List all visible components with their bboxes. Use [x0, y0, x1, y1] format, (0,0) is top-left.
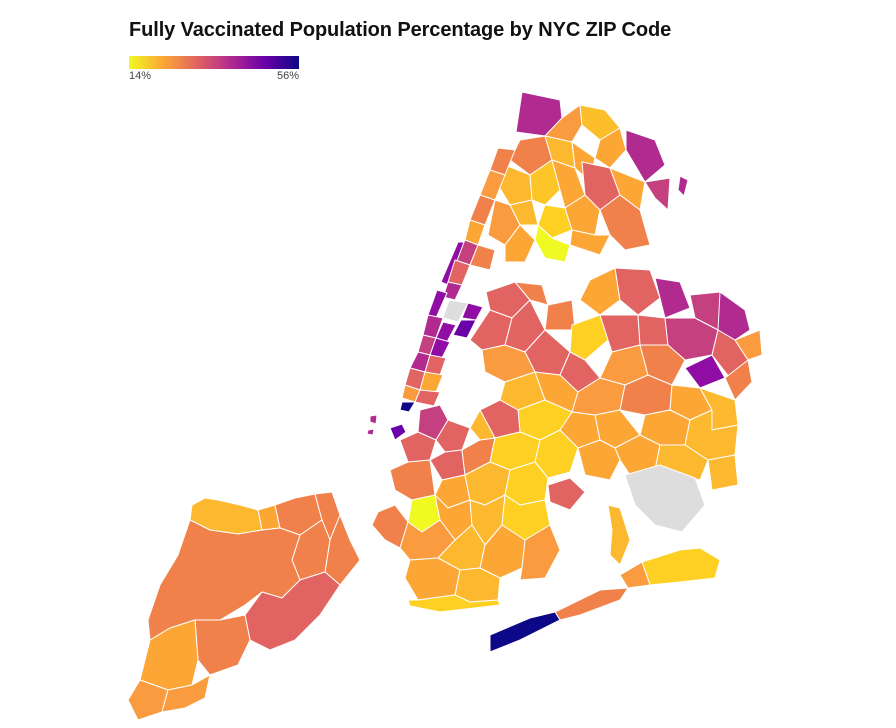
zip-area[interactable]: [644, 177, 671, 211]
zip-area[interactable]: [489, 611, 561, 653]
zip-area[interactable]: [399, 401, 416, 413]
brooklyn-borough: [371, 404, 586, 613]
zip-area[interactable]: [614, 267, 661, 316]
zip-area[interactable]: [389, 459, 436, 501]
zip-area[interactable]: [607, 504, 631, 566]
zip-area[interactable]: [414, 389, 441, 407]
zip-area[interactable]: [369, 414, 378, 425]
legend-labels: 14% 56%: [129, 69, 299, 83]
zip-area[interactable]: [194, 614, 251, 676]
zip-area[interactable]: [577, 439, 621, 481]
zip-area[interactable]: [569, 229, 611, 256]
zip-area[interactable]: [469, 244, 496, 271]
zip-area[interactable]: [734, 329, 763, 361]
color-legend: 14% 56%: [129, 56, 299, 83]
legend-min-label: 14%: [129, 70, 152, 82]
zip-area[interactable]: [637, 314, 669, 346]
zip-area[interactable]: [435, 419, 471, 453]
zip-area[interactable]: [544, 299, 576, 331]
zip-area[interactable]: [624, 464, 706, 533]
zip-area[interactable]: [544, 104, 583, 143]
zip-area[interactable]: [442, 281, 463, 301]
zip-area[interactable]: [479, 169, 506, 201]
zip-area[interactable]: [429, 449, 466, 481]
zip-area[interactable]: [127, 679, 169, 721]
queens-borough: [469, 267, 763, 653]
staten-island-borough: [127, 491, 361, 721]
zip-area[interactable]: [639, 344, 686, 386]
bronx-borough: [487, 91, 689, 263]
zip-area[interactable]: [625, 129, 666, 183]
zip-area[interactable]: [594, 127, 627, 169]
zip-area[interactable]: [452, 319, 477, 339]
zip-area[interactable]: [537, 204, 573, 239]
map-title: Fully Vaccinated Population Percentage b…: [129, 19, 672, 41]
zip-area[interactable]: [564, 194, 601, 236]
legend-max-label: 56%: [276, 70, 299, 82]
zip-area[interactable]: [407, 594, 501, 613]
zip-area[interactable]: [399, 431, 437, 463]
zip-area[interactable]: [529, 159, 561, 206]
zip-area[interactable]: [161, 674, 211, 713]
zip-area[interactable]: [677, 175, 689, 197]
zip-area[interactable]: [641, 547, 721, 586]
zip-area[interactable]: [389, 423, 407, 441]
zip-area[interactable]: [366, 428, 375, 436]
zip-area[interactable]: [547, 477, 586, 511]
zip-area[interactable]: [707, 454, 739, 491]
zip-area[interactable]: [442, 299, 469, 323]
zip-area[interactable]: [579, 267, 621, 316]
legend-color-bar: [129, 56, 299, 69]
zip-area[interactable]: [519, 524, 561, 581]
zip-area[interactable]: [504, 224, 536, 263]
zip-area[interactable]: [717, 291, 751, 341]
zip-area[interactable]: [654, 277, 691, 319]
zip-area[interactable]: [619, 561, 651, 589]
manhattan-borough: [399, 147, 516, 413]
zip-area[interactable]: [554, 587, 629, 621]
zip-area[interactable]: [569, 314, 609, 361]
zip-area[interactable]: [724, 359, 753, 401]
